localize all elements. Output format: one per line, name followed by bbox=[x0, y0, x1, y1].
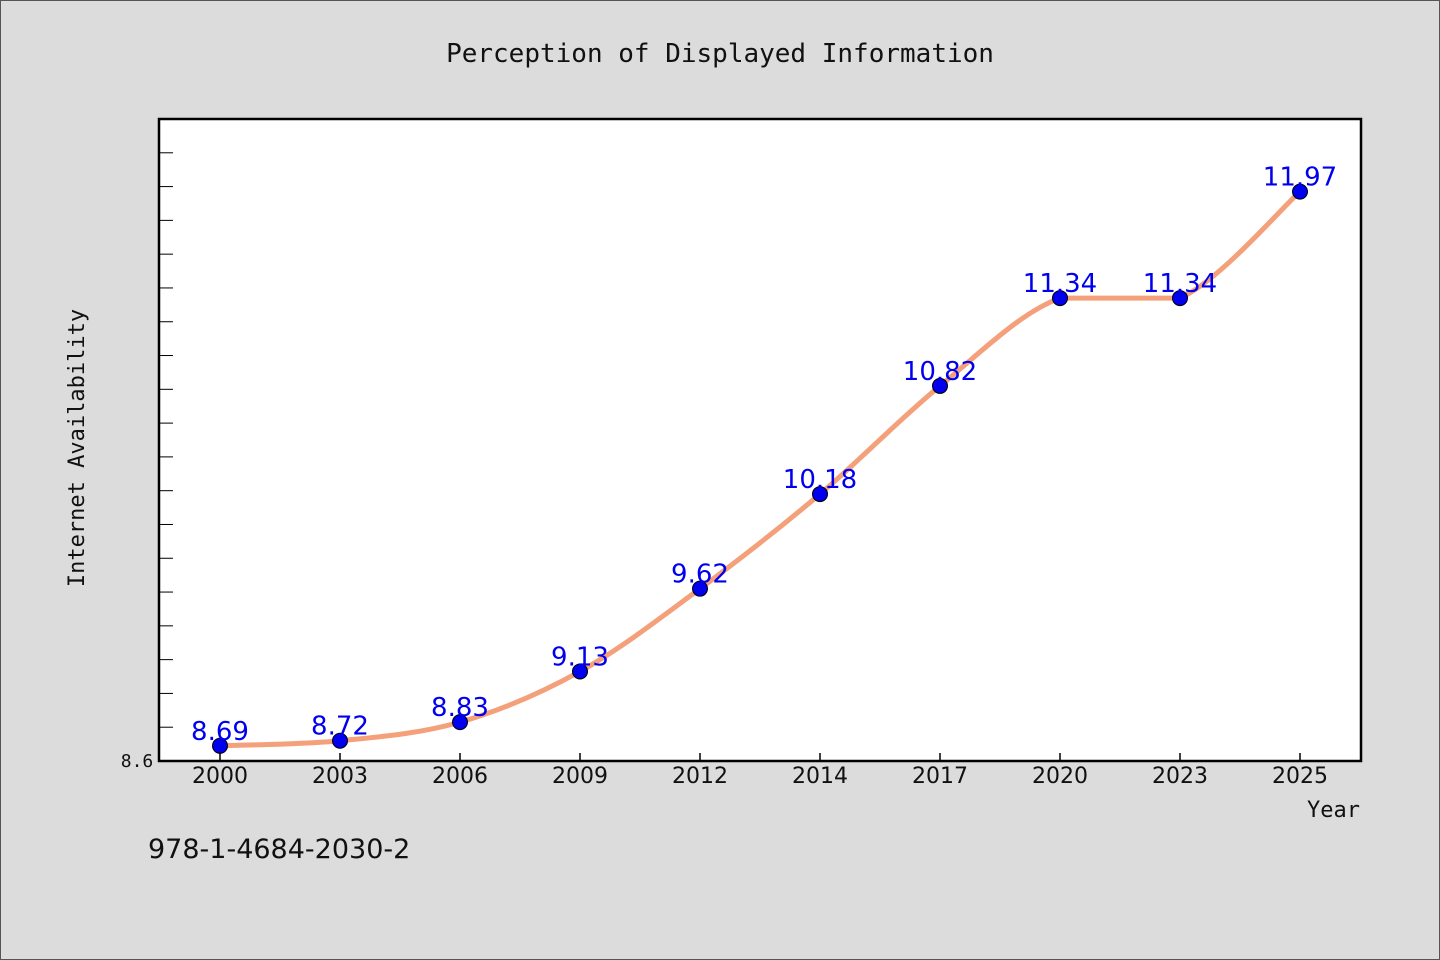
x-axis-ticks bbox=[219, 753, 1301, 761]
x-tick-label: 2009 bbox=[552, 764, 608, 789]
data-label: 11.34 bbox=[1023, 269, 1097, 299]
data-point bbox=[1292, 183, 1308, 200]
data-point bbox=[452, 714, 468, 731]
data-point bbox=[812, 486, 828, 503]
data-label: 10.82 bbox=[903, 357, 977, 387]
y-axis-ticks bbox=[158, 118, 173, 762]
series-line bbox=[217, 189, 1303, 749]
x-tick-label: 2003 bbox=[312, 764, 368, 789]
data-point bbox=[572, 663, 588, 680]
data-label: 10.18 bbox=[783, 465, 857, 495]
plot-area bbox=[157, 117, 1363, 763]
data-label: 8.69 bbox=[191, 717, 249, 747]
data-label: 8.83 bbox=[431, 693, 489, 723]
x-tick-label: 2014 bbox=[792, 764, 848, 789]
data-point bbox=[212, 737, 228, 754]
data-label: 9.62 bbox=[671, 560, 729, 590]
data-point bbox=[1172, 290, 1188, 307]
x-tick-label: 2000 bbox=[192, 764, 248, 789]
data-label: 11.97 bbox=[1263, 163, 1337, 193]
chart-title: Perception of Displayed Information bbox=[446, 39, 994, 69]
data-point bbox=[932, 377, 948, 394]
data-point bbox=[692, 580, 708, 597]
x-axis-label: Year bbox=[1307, 798, 1360, 823]
data-label: 8.72 bbox=[311, 712, 369, 742]
data-point bbox=[1052, 290, 1068, 307]
x-tick-label: 2020 bbox=[1032, 764, 1088, 789]
y-axis-label: Internet Availability bbox=[65, 309, 90, 587]
x-tick-label: 2006 bbox=[432, 764, 488, 789]
data-point bbox=[332, 732, 348, 749]
y-tick-label: 8.6 bbox=[121, 751, 154, 772]
x-tick-label: 2025 bbox=[1272, 764, 1328, 789]
data-label: 9.13 bbox=[551, 642, 609, 672]
series-layer: 8.69 8.72 8.83 9.13 9.62 10.18 10.82 11.34 11.34… bbox=[191, 163, 1337, 754]
x-tick-label: 2023 bbox=[1152, 764, 1208, 789]
isbn-text: 978-1-4684-2030-2 bbox=[148, 834, 411, 865]
x-tick-label: 2017 bbox=[912, 764, 968, 789]
x-tick-label: 2012 bbox=[672, 764, 728, 789]
data-label: 11.34 bbox=[1143, 269, 1217, 299]
x-axis-tick-labels: 2000 2003 2006 2009 2012 2014 2017 2020 2023 2025 bbox=[192, 764, 1328, 789]
